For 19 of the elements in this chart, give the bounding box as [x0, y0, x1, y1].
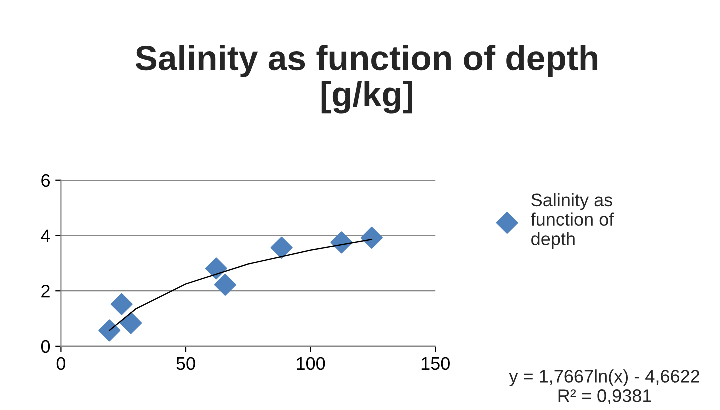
x-tick-label: 150 [422, 357, 450, 370]
point [270, 236, 293, 259]
point [205, 258, 228, 280]
legend-label: Salinity as function of depth [531, 193, 614, 250]
point [214, 274, 236, 296]
point [110, 293, 133, 316]
chart-title: Salinity as function of depth [g/kg] [136, 45, 598, 114]
x-tick-label: 0 [56, 357, 66, 370]
point [330, 232, 353, 254]
x-tick-label: 100 [297, 357, 326, 370]
y-tick-label: 4 [41, 230, 50, 242]
point [120, 312, 142, 334]
text: y = 1,7667ln(x) - 4,6622 R² = 0,9381 [509, 370, 700, 404]
y-tick-label: 0 [41, 340, 50, 354]
point [360, 226, 383, 249]
x-tick-label: 50 [176, 357, 196, 370]
y-tick-label: 2 [42, 285, 50, 298]
y-tick-label: 6 [42, 174, 50, 188]
point [98, 320, 121, 342]
